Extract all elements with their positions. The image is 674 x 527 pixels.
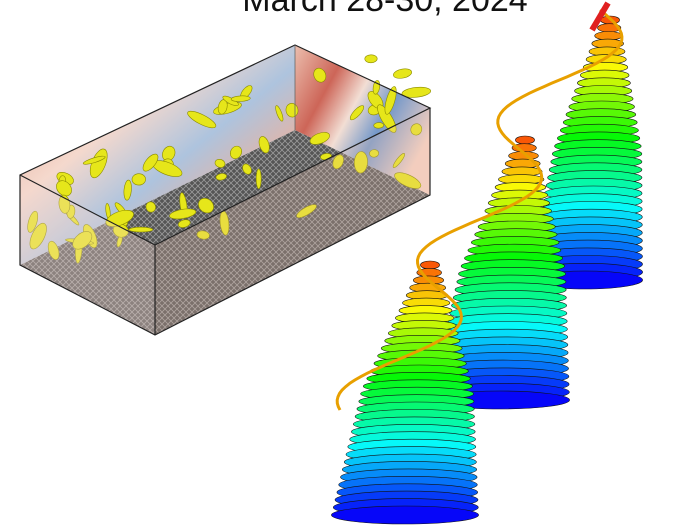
vortex-blob [256,169,261,189]
page: March 28-30, 2024 (() => { const data = … [0,0,674,527]
vortex-blob [365,55,378,63]
vortex-blob [374,122,384,128]
vortex-blob [129,227,153,232]
flow-box [20,45,431,335]
vortex-blob [393,67,413,79]
scene: March 28-30, 2024 [0,0,674,527]
streamline-layer [515,136,534,144]
streamline-layer [420,261,439,269]
title: March 28-30, 2024 [242,0,527,19]
vortex-blob [132,174,146,186]
streamline-layer [331,506,478,524]
